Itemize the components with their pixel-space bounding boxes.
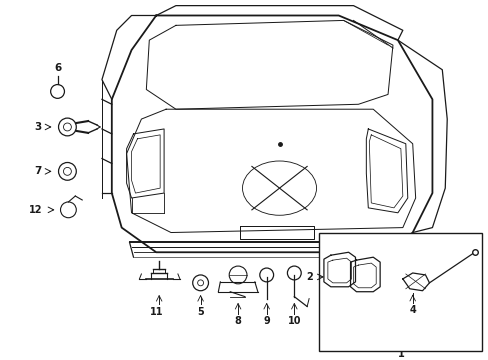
Text: 5: 5: [197, 306, 203, 316]
Bar: [318, 233, 481, 351]
Text: 4: 4: [408, 305, 415, 315]
Text: 2: 2: [305, 272, 312, 282]
Text: 9: 9: [263, 316, 269, 327]
Text: 3: 3: [34, 122, 41, 132]
Text: 12: 12: [29, 205, 42, 215]
Text: 10: 10: [287, 316, 301, 327]
Text: 1: 1: [397, 349, 404, 359]
Text: 8: 8: [234, 316, 241, 327]
Text: 6: 6: [54, 63, 61, 73]
Text: 11: 11: [149, 306, 163, 316]
Text: 7: 7: [34, 166, 41, 176]
